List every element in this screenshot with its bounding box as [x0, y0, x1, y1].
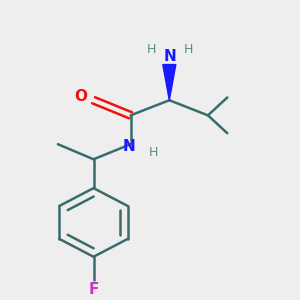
Text: H: H — [184, 43, 193, 56]
Polygon shape — [163, 64, 176, 100]
Text: H: H — [149, 146, 158, 159]
Text: N: N — [164, 49, 176, 64]
Text: N: N — [123, 139, 136, 154]
Text: H: H — [147, 43, 156, 56]
Text: O: O — [74, 89, 88, 104]
Text: F: F — [88, 282, 99, 297]
